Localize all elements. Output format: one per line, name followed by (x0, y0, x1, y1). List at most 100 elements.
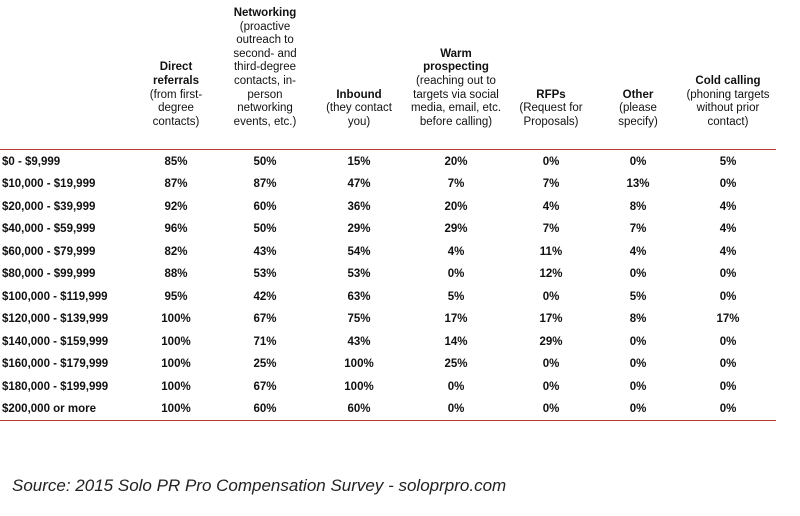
table-cell: 60% (218, 397, 312, 422)
table-cell: 0% (406, 397, 506, 422)
table-cell: 53% (347, 268, 371, 281)
table-cell: 0% (447, 380, 465, 393)
table-cell: 67% (253, 380, 277, 393)
row-label: $140,000 - $159,999 (2, 335, 109, 348)
table-cell: 75% (347, 313, 371, 326)
column-subtitle: (proactive outreach to second- and third… (233, 20, 297, 128)
table-row: $120,000 - $139,999 100% 67% 75% 17% 17% 8% 17% (0, 308, 776, 331)
table-cell: 0% (629, 358, 647, 371)
table-cell: 0% (542, 358, 560, 371)
table-cell: 43% (253, 245, 277, 258)
row-label: $100,000 - $119,999 (2, 290, 108, 303)
table-row: $40,000 - $59,999 96% 50% 29% 29% 7% 7% 4% (0, 218, 776, 241)
column-subtitle: (Request for Proposals) (519, 102, 583, 128)
table-cell: 7% (629, 223, 647, 236)
table-body: $0 - $9,999 85% 50% 15% 20% 0% 0% 5% $10,000 - $… (0, 150, 776, 422)
row-label: $200,000 or more (0, 397, 134, 422)
column-header: Warm prospecting (reaching out to targets… (406, 7, 506, 151)
data-table: Direct referrals (from first-degree conta… (0, 7, 776, 422)
column-title: Networking (233, 7, 297, 19)
column-title: Cold calling (695, 74, 761, 87)
table-cell: 5% (719, 155, 737, 168)
column-header: Other (please specify) (596, 7, 680, 151)
table-row: $140,000 - $159,999 100% 71% 43% 14% 29% 0% 0% (0, 330, 776, 353)
table-cell: 100% (161, 313, 191, 326)
table-cell: 42% (253, 290, 277, 303)
table-cell: 4% (447, 245, 465, 258)
table-cell: 87% (164, 178, 188, 191)
table-cell: 17% (444, 313, 468, 326)
table-cell: 7% (542, 178, 560, 191)
column-header: Inbound (they contact you) (312, 7, 406, 151)
table-cell: 0% (542, 290, 560, 303)
table-cell: 29% (347, 223, 371, 236)
table-cell: 4% (542, 200, 560, 213)
table-cell: 100% (344, 380, 374, 393)
table-cell: 0% (719, 358, 737, 371)
table-cell: 54% (347, 245, 371, 258)
table-cell: 63% (347, 290, 371, 303)
column-header: RFPs (Request for Proposals) (506, 7, 596, 151)
table-row: $200,000 or more 100% 60% 60% 0% 0% 0% 0% (0, 397, 776, 422)
row-label: $160,000 - $179,999 (2, 358, 109, 371)
table-cell: 88% (164, 268, 188, 281)
table-cell: 13% (626, 178, 650, 191)
table-cell: 0% (719, 290, 737, 303)
row-label: $80,000 - $99,999 (2, 268, 96, 281)
table-cell: 25% (253, 358, 277, 371)
table-cell: 0% (506, 397, 596, 422)
header-row: Direct referrals (from first-degree conta… (0, 7, 776, 151)
column-title: Inbound (336, 88, 382, 101)
table-cell: 0% (719, 335, 737, 348)
row-label: $180,000 - $199,999 (2, 380, 109, 393)
table-cell: 0% (680, 397, 776, 422)
table-cell: 82% (164, 245, 188, 258)
table-cell: 0% (719, 268, 737, 281)
column-header (0, 7, 134, 151)
table-cell: 60% (253, 200, 277, 213)
column-title: Warm prospecting (423, 47, 489, 74)
table-cell: 14% (444, 335, 468, 348)
source-note: Source: 2015 Solo PR Pro Compensation Su… (12, 476, 507, 495)
table-cell: 0% (629, 155, 647, 168)
table-cell: 95% (164, 290, 188, 303)
column-subtitle: (reaching out to targets via social medi… (410, 74, 502, 128)
table-row: $20,000 - $39,999 92% 60% 36% 20% 4% 8% 4% (0, 195, 776, 218)
table-cell: 47% (347, 178, 371, 191)
table-cell: 7% (447, 178, 465, 191)
table-cell: 87% (253, 178, 277, 191)
table-row: $0 - $9,999 85% 50% 15% 20% 0% 0% 5% (0, 150, 776, 173)
table-cell: 4% (629, 245, 647, 258)
column-subtitle: (phoning targets without prior contact) (686, 88, 770, 128)
table-cell: 50% (253, 223, 277, 236)
table-cell: 29% (539, 335, 563, 348)
column-title: Direct referrals (152, 61, 200, 87)
table-cell: 5% (629, 290, 647, 303)
row-label: $20,000 - $39,999 (2, 200, 96, 213)
table-row: $160,000 - $179,999 100% 25% 100% 25% 0% 0% 0% (0, 353, 776, 376)
table-cell: 0% (596, 397, 680, 422)
column-header: Cold calling (phoning targets without pri… (680, 7, 776, 151)
table-cell: 0% (542, 380, 560, 393)
column-subtitle: (please specify) (618, 102, 658, 128)
column-subtitle: (they contact you) (326, 102, 392, 128)
table-cell: 92% (164, 200, 188, 213)
row-label: $60,000 - $79,999 (2, 245, 96, 258)
table-row: $100,000 - $119,999 95% 42% 63% 5% 0% 5% 0% (0, 285, 776, 308)
table-cell: 100% (134, 397, 218, 422)
table-cell: 17% (716, 313, 740, 326)
column-title: Other (622, 88, 654, 101)
table-cell: 8% (629, 200, 647, 213)
table-cell: 12% (539, 268, 563, 281)
column-title: RFPs (536, 88, 566, 101)
table-cell: 60% (312, 397, 406, 422)
table-cell: 0% (629, 335, 647, 348)
table-cell: 0% (629, 268, 647, 281)
table-cell: 0% (719, 380, 737, 393)
table-cell: 8% (629, 313, 647, 326)
column-subtitle: (from first-degree contacts) (149, 88, 203, 128)
column-header: Direct referrals (from first-degree conta… (134, 7, 218, 151)
row-label: $120,000 - $139,999 (2, 313, 109, 326)
table-cell: 17% (539, 313, 563, 326)
table-cell: 20% (444, 155, 468, 168)
